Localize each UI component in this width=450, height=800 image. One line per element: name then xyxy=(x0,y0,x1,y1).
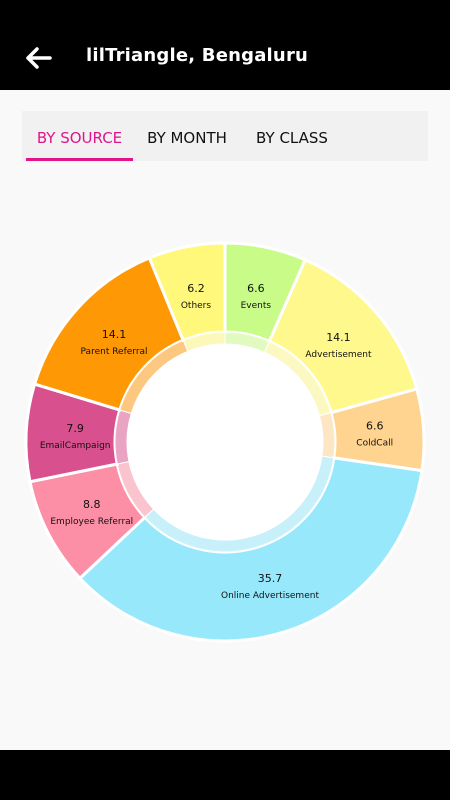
slice-value-label: 14.1 xyxy=(326,331,351,344)
slice-value-label: 6.6 xyxy=(366,420,384,433)
tab-bar: BY SOURCE BY MONTH BY CLASS xyxy=(22,111,428,161)
app-bar: lilTriangle, Bengaluru xyxy=(0,0,450,90)
slice-category-label: Online Advertisement xyxy=(221,591,319,601)
slice-category-label: Others xyxy=(181,301,212,311)
slice-value-label: 6.2 xyxy=(187,282,205,295)
page-title: lilTriangle, Bengaluru xyxy=(86,45,309,66)
slice-category-label: Advertisement xyxy=(305,350,372,360)
slice-value-label: 6.6 xyxy=(247,282,265,295)
slice-value-label: 35.7 xyxy=(258,572,283,585)
tab-by-source[interactable]: BY SOURCE xyxy=(36,129,123,147)
slice-value-label: 7.9 xyxy=(66,422,84,435)
slice-value-label: 8.8 xyxy=(83,498,101,511)
tab-by-class[interactable]: BY CLASS xyxy=(256,129,328,147)
donut-hole xyxy=(127,344,323,540)
slice-coldcall[interactable]: 6.6 ColdCall xyxy=(318,387,426,473)
active-tab-indicator xyxy=(26,158,133,161)
system-nav-bar xyxy=(0,750,450,800)
back-button[interactable] xyxy=(18,38,58,78)
slice-category-label: Parent Referral xyxy=(81,347,148,357)
slice-events[interactable]: 6.6 Events xyxy=(223,241,308,353)
donut-chart: 6.6 Events 14.1 Advertisement 6.6 ColdCall 35.… xyxy=(24,241,426,643)
slice-value-label: 14.1 xyxy=(102,328,127,341)
arrow-left-icon xyxy=(26,47,52,69)
slice-category-label: Employee Referral xyxy=(50,517,133,527)
slice-category-label: Events xyxy=(241,301,272,311)
slice-category-label: ColdCall xyxy=(356,439,393,449)
slice-category-label: EmailCampaign xyxy=(40,441,111,451)
tab-by-month[interactable]: BY MONTH xyxy=(147,129,227,147)
slice-others[interactable]: 6.2 Others xyxy=(147,241,227,352)
